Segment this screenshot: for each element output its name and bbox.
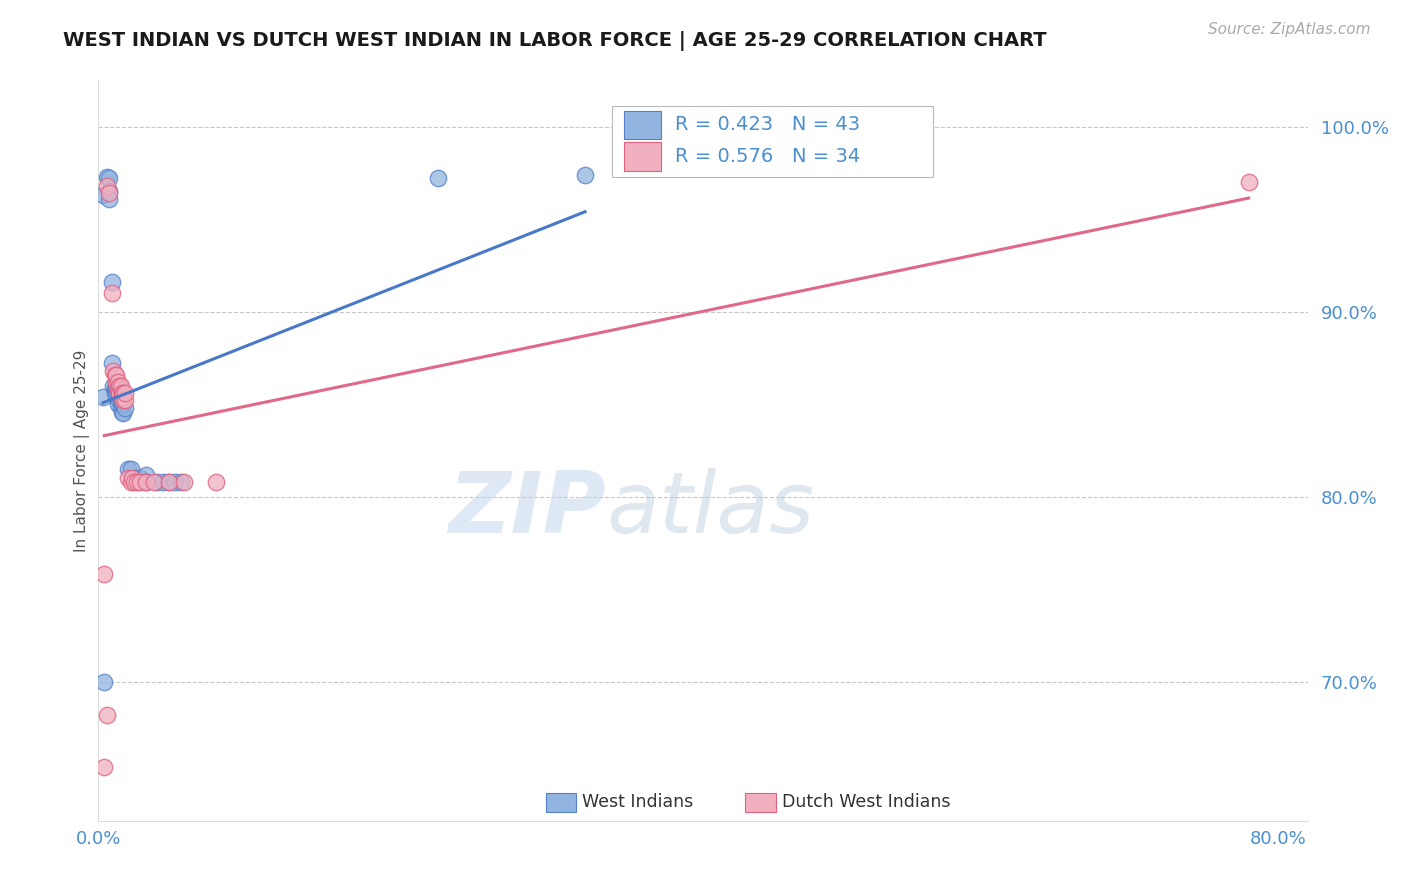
Text: atlas: atlas xyxy=(606,468,814,551)
Point xyxy=(121,471,143,485)
Point xyxy=(157,475,180,489)
Point xyxy=(112,386,135,401)
Point xyxy=(108,388,131,402)
Point xyxy=(111,404,134,418)
Point xyxy=(96,178,118,193)
Point xyxy=(111,390,134,404)
Point xyxy=(122,475,145,489)
Point xyxy=(97,186,120,201)
Point xyxy=(93,674,115,689)
Text: R = 0.423   N = 43: R = 0.423 N = 43 xyxy=(675,115,860,134)
Point xyxy=(110,386,132,401)
FancyBboxPatch shape xyxy=(624,143,661,170)
Point xyxy=(107,383,129,397)
Point xyxy=(100,275,122,289)
Text: R = 0.576   N = 34: R = 0.576 N = 34 xyxy=(675,147,860,166)
Text: WEST INDIAN VS DUTCH WEST INDIAN IN LABOR FORCE | AGE 25-29 CORRELATION CHART: WEST INDIAN VS DUTCH WEST INDIAN IN LABO… xyxy=(63,31,1047,51)
Point xyxy=(120,462,142,476)
Point xyxy=(108,386,131,401)
Point xyxy=(152,475,174,489)
Point xyxy=(205,475,228,489)
Point xyxy=(100,286,122,301)
Point xyxy=(135,475,157,489)
Point xyxy=(110,378,132,392)
Point xyxy=(91,390,114,404)
FancyBboxPatch shape xyxy=(745,792,776,812)
Point xyxy=(108,378,131,392)
Point xyxy=(105,368,128,382)
Point xyxy=(107,375,129,389)
Point xyxy=(108,393,131,408)
Point xyxy=(101,364,124,378)
FancyBboxPatch shape xyxy=(546,792,576,812)
Point xyxy=(128,475,150,489)
Point xyxy=(135,467,157,482)
Point xyxy=(157,475,180,489)
Point xyxy=(111,390,134,404)
Point xyxy=(108,383,131,397)
FancyBboxPatch shape xyxy=(624,111,661,139)
Point xyxy=(117,471,139,485)
Y-axis label: In Labor Force | Age 25-29: In Labor Force | Age 25-29 xyxy=(75,350,90,551)
Point xyxy=(143,475,166,489)
Point xyxy=(165,475,187,489)
Point xyxy=(124,471,146,485)
Text: Source: ZipAtlas.com: Source: ZipAtlas.com xyxy=(1208,22,1371,37)
Point xyxy=(110,393,132,408)
Point xyxy=(91,188,114,202)
Point xyxy=(97,192,120,206)
Point xyxy=(114,401,136,415)
Point xyxy=(125,475,148,489)
Point xyxy=(104,386,127,401)
Point xyxy=(114,386,136,401)
Point xyxy=(111,397,134,411)
Point xyxy=(105,378,128,392)
Point xyxy=(173,475,195,489)
Point xyxy=(574,168,596,182)
Point xyxy=(105,383,128,397)
Point xyxy=(117,462,139,476)
Point xyxy=(97,185,120,199)
Point xyxy=(170,475,193,489)
Point xyxy=(107,386,129,401)
Point xyxy=(1237,175,1260,189)
Point xyxy=(97,171,120,186)
Point xyxy=(96,708,118,723)
Point xyxy=(93,760,115,774)
Point xyxy=(104,368,127,382)
Point xyxy=(93,567,115,582)
Point xyxy=(426,171,449,186)
Point xyxy=(114,393,136,408)
Point xyxy=(107,388,129,402)
Point xyxy=(105,388,128,402)
Point xyxy=(112,397,135,411)
Point xyxy=(112,393,135,408)
Text: West Indians: West Indians xyxy=(582,793,693,811)
Point xyxy=(135,475,157,489)
Point xyxy=(104,383,127,397)
Point xyxy=(146,475,169,489)
Point xyxy=(100,356,122,370)
Point xyxy=(111,386,134,401)
Point xyxy=(101,378,124,392)
Point xyxy=(105,375,128,389)
Text: Dutch West Indians: Dutch West Indians xyxy=(782,793,950,811)
Point xyxy=(110,383,132,397)
Point xyxy=(96,169,118,184)
Point xyxy=(107,397,129,411)
Point xyxy=(110,401,132,415)
Text: ZIP: ZIP xyxy=(449,468,606,551)
Point xyxy=(120,475,142,489)
Point xyxy=(128,471,150,485)
Point xyxy=(112,407,135,421)
FancyBboxPatch shape xyxy=(613,106,932,177)
